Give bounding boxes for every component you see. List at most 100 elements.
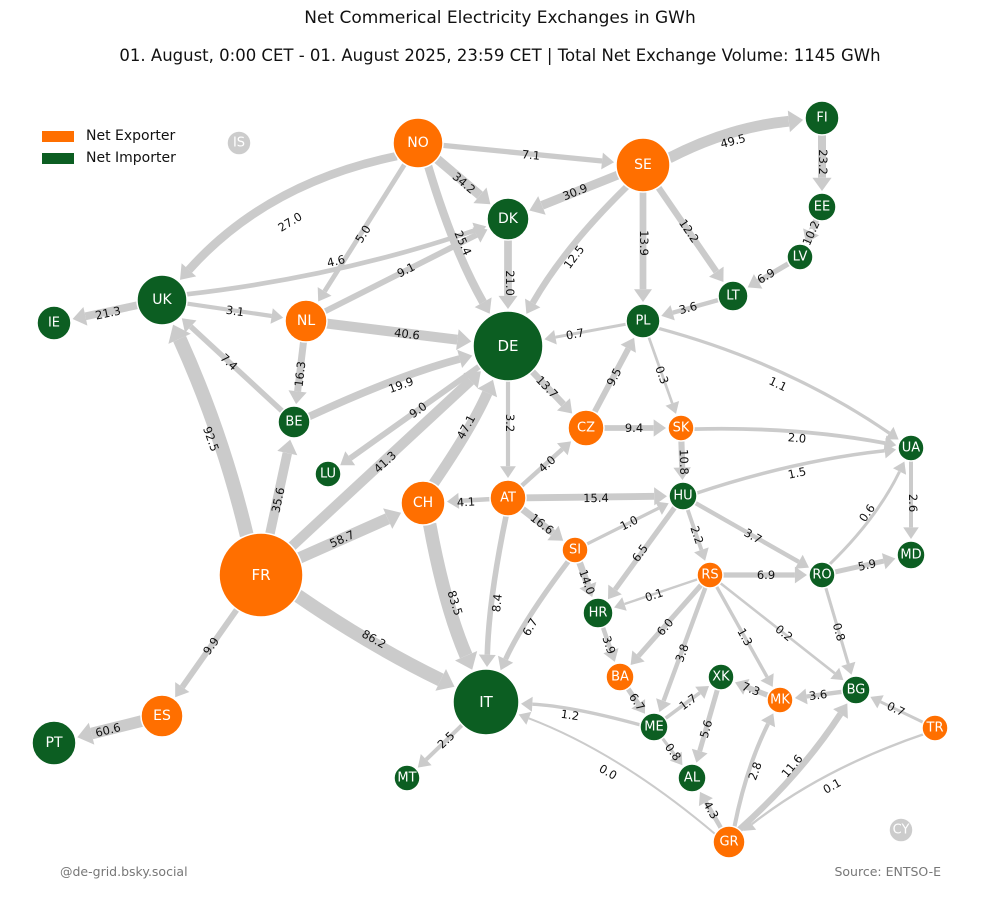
flow-arrowhead-se-fi [787, 110, 804, 133]
node-tr: TR [921, 714, 949, 742]
flow-arrowhead-lt-pl [661, 305, 675, 321]
flow-mk-xk [745, 684, 769, 698]
node-label-cz: CZ [577, 421, 595, 436]
node-label-pt: PT [46, 735, 63, 751]
flow-pl-de [555, 322, 627, 339]
flow-label-se-dk: 30.9 [561, 181, 590, 204]
flow-arrowhead-hr-ba [603, 648, 619, 662]
node-circle-mk [766, 686, 794, 714]
flow-se-lt [655, 185, 719, 274]
flow-label-xk-al: 5.6 [697, 718, 716, 739]
node-circle-mt [393, 764, 421, 792]
flow-sk-hu [678, 440, 686, 468]
flow-ro-bg [824, 587, 850, 665]
node-circle-sk [667, 414, 695, 442]
node-uk: UK [136, 274, 188, 326]
flow-label-pl-ua: 1.1 [767, 374, 790, 394]
flow-label-ro-ua: 0.6 [856, 501, 878, 524]
legend-item-exporter: Net Exporter [42, 128, 175, 144]
flow-it-mt [424, 723, 464, 762]
flow-hu-ro [694, 500, 800, 564]
node-label-dk: DK [498, 211, 519, 227]
flow-arrowhead-se-dk [529, 196, 546, 215]
node-pl: PL [625, 303, 661, 339]
node-nl: NL [284, 299, 328, 343]
node-label-lu: LU [320, 467, 336, 482]
flow-lt-pl [672, 297, 720, 315]
flow-label-ro-bg: 0.8 [830, 621, 849, 643]
node-circle-gr [712, 825, 746, 859]
flow-arrowhead-pl-de [544, 330, 557, 345]
flow-arrowhead-fr-de [463, 371, 481, 389]
flow-arrowhead-nl-be [288, 390, 307, 405]
flow-arrowhead-nl-dk [472, 227, 488, 243]
node-label-ch: CH [413, 495, 433, 511]
flow-nl-de [326, 318, 459, 345]
flow-arrowhead-hu-ua [883, 443, 897, 459]
flow-fr-uk [173, 335, 254, 538]
node-label-gr: GR [719, 835, 738, 850]
flow-arrowhead-rs-bg [830, 667, 844, 681]
node-label-it: IT [479, 693, 493, 711]
node-circle-at [489, 479, 527, 517]
flow-arrowhead-se-de [525, 298, 541, 314]
flow-pl-ua [657, 326, 891, 435]
flow-arrowhead-at-ch [447, 492, 460, 509]
node-circle-lv [786, 243, 814, 271]
flow-hr-ba [600, 626, 614, 652]
flow-label-hr-ba: 3.9 [599, 634, 618, 656]
flow-arrowhead-hu-ro [794, 554, 809, 569]
flow-uk-ie [84, 301, 139, 321]
flow-arrowhead-fr-be [277, 439, 298, 456]
node-label-ua: UA [902, 441, 921, 456]
flow-label-hu-ua: 1.5 [787, 464, 808, 481]
flow-gr-bg [737, 712, 844, 833]
flow-arrowhead-ch-de [477, 379, 498, 398]
flow-xk-al [697, 688, 720, 752]
node-de: DE [472, 310, 544, 382]
flow-label-nl-be: 16.3 [292, 360, 309, 387]
flow-arrowhead-de-lu [340, 451, 356, 466]
node-circle-pt [31, 720, 77, 766]
node-it: IT [452, 668, 520, 736]
node-mt: MT [393, 764, 421, 792]
flow-label-uk-ie: 21.3 [94, 303, 122, 322]
node-circle-pl [625, 303, 661, 339]
flow-label-de-at: 3.2 [503, 414, 517, 432]
node-label-fi: FI [816, 111, 827, 126]
flow-arrowhead-tr-bg [870, 695, 884, 709]
flow-arrowhead-no-de [474, 297, 492, 314]
flow-arrowhead-me-al [669, 751, 683, 766]
flow-ch-de [429, 390, 493, 487]
flow-bg-mk [806, 689, 843, 699]
flow-de-cz [529, 369, 566, 407]
legend-swatch-exporter [42, 130, 74, 142]
node-sk: SK [667, 414, 695, 442]
flow-arrowhead-nl-de [456, 329, 472, 351]
node-at: AT [489, 479, 527, 517]
flow-label-gr-it: 0.0 [597, 761, 620, 782]
flow-label-ua-md: 2.6 [906, 494, 920, 512]
node-circle-cy [888, 817, 914, 843]
flow-at-it [484, 515, 509, 655]
flow-se-de [529, 184, 630, 305]
node-cy: CY [888, 817, 914, 843]
node-label-bg: BG [847, 683, 866, 698]
node-label-lv: LV [793, 250, 808, 265]
node-no: NO [392, 117, 444, 169]
flow-label-se-fi: 49.5 [719, 131, 747, 151]
node-label-uk: UK [152, 292, 172, 308]
node-circle-ch [400, 480, 446, 526]
node-bg: BG [841, 675, 871, 705]
node-ua: UA [897, 434, 925, 462]
flow-tr-gr [751, 733, 924, 826]
node-circle-al [677, 763, 707, 793]
node-hr: HR [582, 597, 614, 629]
flow-label-ee-lv: 10.2 [799, 218, 822, 247]
flow-label-se-de: 12.5 [561, 243, 588, 272]
flow-arrowhead-sk-hu [673, 467, 691, 480]
flow-at-si [520, 506, 556, 536]
flow-si-hu [585, 506, 660, 546]
flow-rs-mk [714, 585, 769, 678]
